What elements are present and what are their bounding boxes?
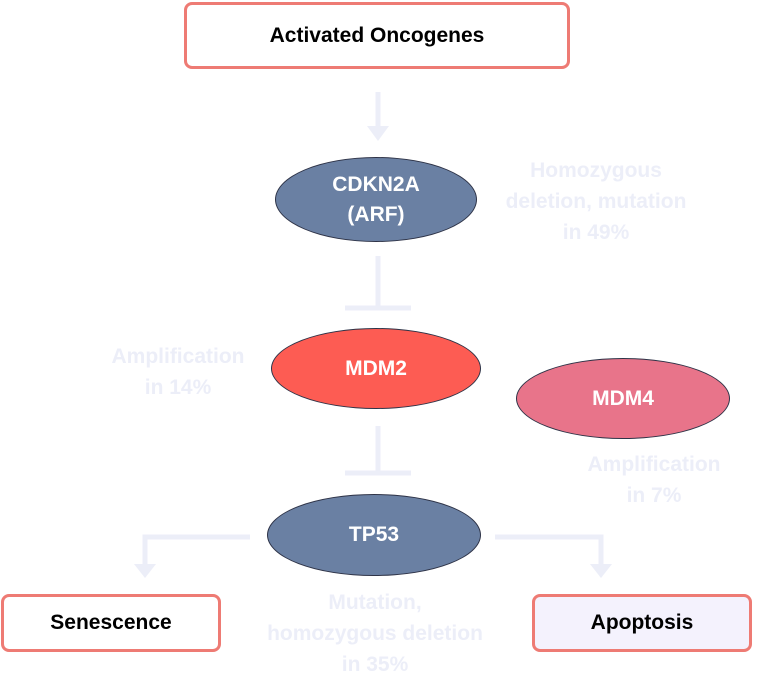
mdm4-annotation: Amplification in 7% (564, 449, 744, 511)
cdkn2a-annotation-line2: deletion, mutation (480, 186, 712, 217)
mdm2-annotation-line1: Amplification (88, 341, 268, 372)
senescence-box: Senescence (1, 594, 221, 652)
cdkn2a-annotation-line1: Homozygous (480, 155, 712, 186)
mdm4-annotation-line2: in 7% (564, 480, 744, 511)
cdkn2a-label-line1: CDKN2A (332, 170, 420, 200)
arrow-tp53-to-apoptosis (495, 537, 601, 568)
arrowhead-cdkn2a (367, 126, 389, 141)
tp53-annotation-line3: in 35% (240, 649, 510, 680)
cdkn2a-annotation-line3: in 49% (480, 217, 712, 248)
cdkn2a-node: CDKN2A (ARF) (275, 157, 477, 242)
arrowhead-apoptosis (590, 564, 612, 578)
mdm4-node: MDM4 (516, 358, 730, 439)
senescence-label: Senescence (50, 611, 171, 635)
tp53-node: TP53 (267, 494, 481, 576)
mdm2-annotation-line2: in 14% (88, 372, 268, 403)
tp53-annotation-line2: homozygous deletion (240, 618, 510, 649)
tp53-annotation-line1: Mutation, (240, 587, 510, 618)
apoptosis-label: Apoptosis (591, 611, 694, 635)
mdm4-label: MDM4 (592, 384, 654, 414)
mdm2-node: MDM2 (271, 328, 481, 409)
arrow-tp53-to-senescence (145, 537, 250, 568)
tp53-annotation: Mutation, homozygous deletion in 35% (240, 587, 510, 680)
activated-oncogenes-label: Activated Oncogenes (270, 24, 485, 48)
tp53-label: TP53 (349, 520, 399, 550)
cdkn2a-annotation: Homozygous deletion, mutation in 49% (480, 155, 712, 248)
activated-oncogenes-box: Activated Oncogenes (184, 2, 570, 69)
mdm4-annotation-line1: Amplification (564, 449, 744, 480)
cdkn2a-label-line2: (ARF) (332, 200, 420, 230)
mdm2-annotation: Amplification in 14% (88, 341, 268, 403)
mdm2-label: MDM2 (345, 354, 407, 384)
arrowhead-senescence (134, 564, 156, 578)
apoptosis-box: Apoptosis (532, 594, 752, 652)
